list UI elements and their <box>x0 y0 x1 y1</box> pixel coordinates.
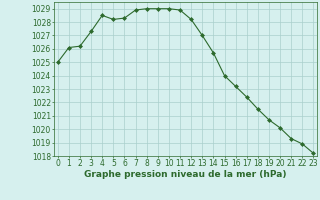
X-axis label: Graphe pression niveau de la mer (hPa): Graphe pression niveau de la mer (hPa) <box>84 170 287 179</box>
